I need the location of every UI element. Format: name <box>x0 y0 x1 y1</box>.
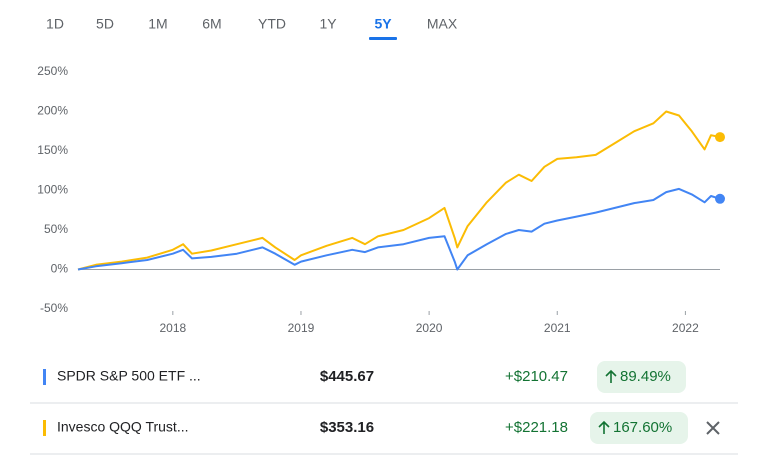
percent-change: 89.49% <box>620 368 671 385</box>
up-arrow <box>605 369 617 383</box>
y-tick-label: 100% <box>37 183 68 197</box>
price: $445.67 <box>320 368 374 385</box>
y-tick-label: 50% <box>44 222 68 236</box>
end-dot <box>715 193 725 204</box>
x-tick-label: 2018 <box>159 321 186 335</box>
series-line <box>77 110 721 271</box>
change: +$210.47 <box>505 368 568 385</box>
security-name: Invesco QQQ Trust... <box>57 419 188 435</box>
range-tab[interactable]: MAX <box>427 16 458 32</box>
x-tick-label: 2020 <box>416 321 443 335</box>
y-tick-label: 200% <box>37 104 68 118</box>
x-tick-label: 2022 <box>672 321 699 335</box>
y-tick-label: 150% <box>37 143 68 157</box>
range-tab[interactable]: 1D <box>46 16 64 32</box>
y-tick-label: 250% <box>37 64 68 78</box>
percent-badge <box>597 361 686 393</box>
price: $353.16 <box>320 419 374 436</box>
remove-button[interactable] <box>706 421 720 435</box>
series-color-bar <box>43 420 46 436</box>
range-tab[interactable]: 5D <box>96 16 114 32</box>
series-line <box>77 187 721 271</box>
x-tick-label: 2019 <box>288 321 315 335</box>
y-tick-label: 0% <box>51 262 69 276</box>
percent-badge <box>590 412 688 444</box>
change: +$221.18 <box>505 419 568 436</box>
x-tick-label: 2021 <box>544 321 571 335</box>
security-name: SPDR S&P 500 ETF ... <box>57 368 201 384</box>
percent-change: 167.60% <box>613 419 672 436</box>
range-tab[interactable]: 5Y <box>374 16 392 32</box>
range-tab[interactable]: 1Y <box>319 16 337 32</box>
active-tab-underline <box>369 37 397 40</box>
y-tick-label: -50% <box>40 301 68 315</box>
range-tab[interactable]: 6M <box>202 16 221 32</box>
range-tab[interactable]: 1M <box>148 16 167 32</box>
range-tab[interactable]: YTD <box>258 16 286 32</box>
series-color-bar <box>43 369 46 385</box>
up-arrow <box>598 420 610 434</box>
end-dot <box>715 132 725 143</box>
